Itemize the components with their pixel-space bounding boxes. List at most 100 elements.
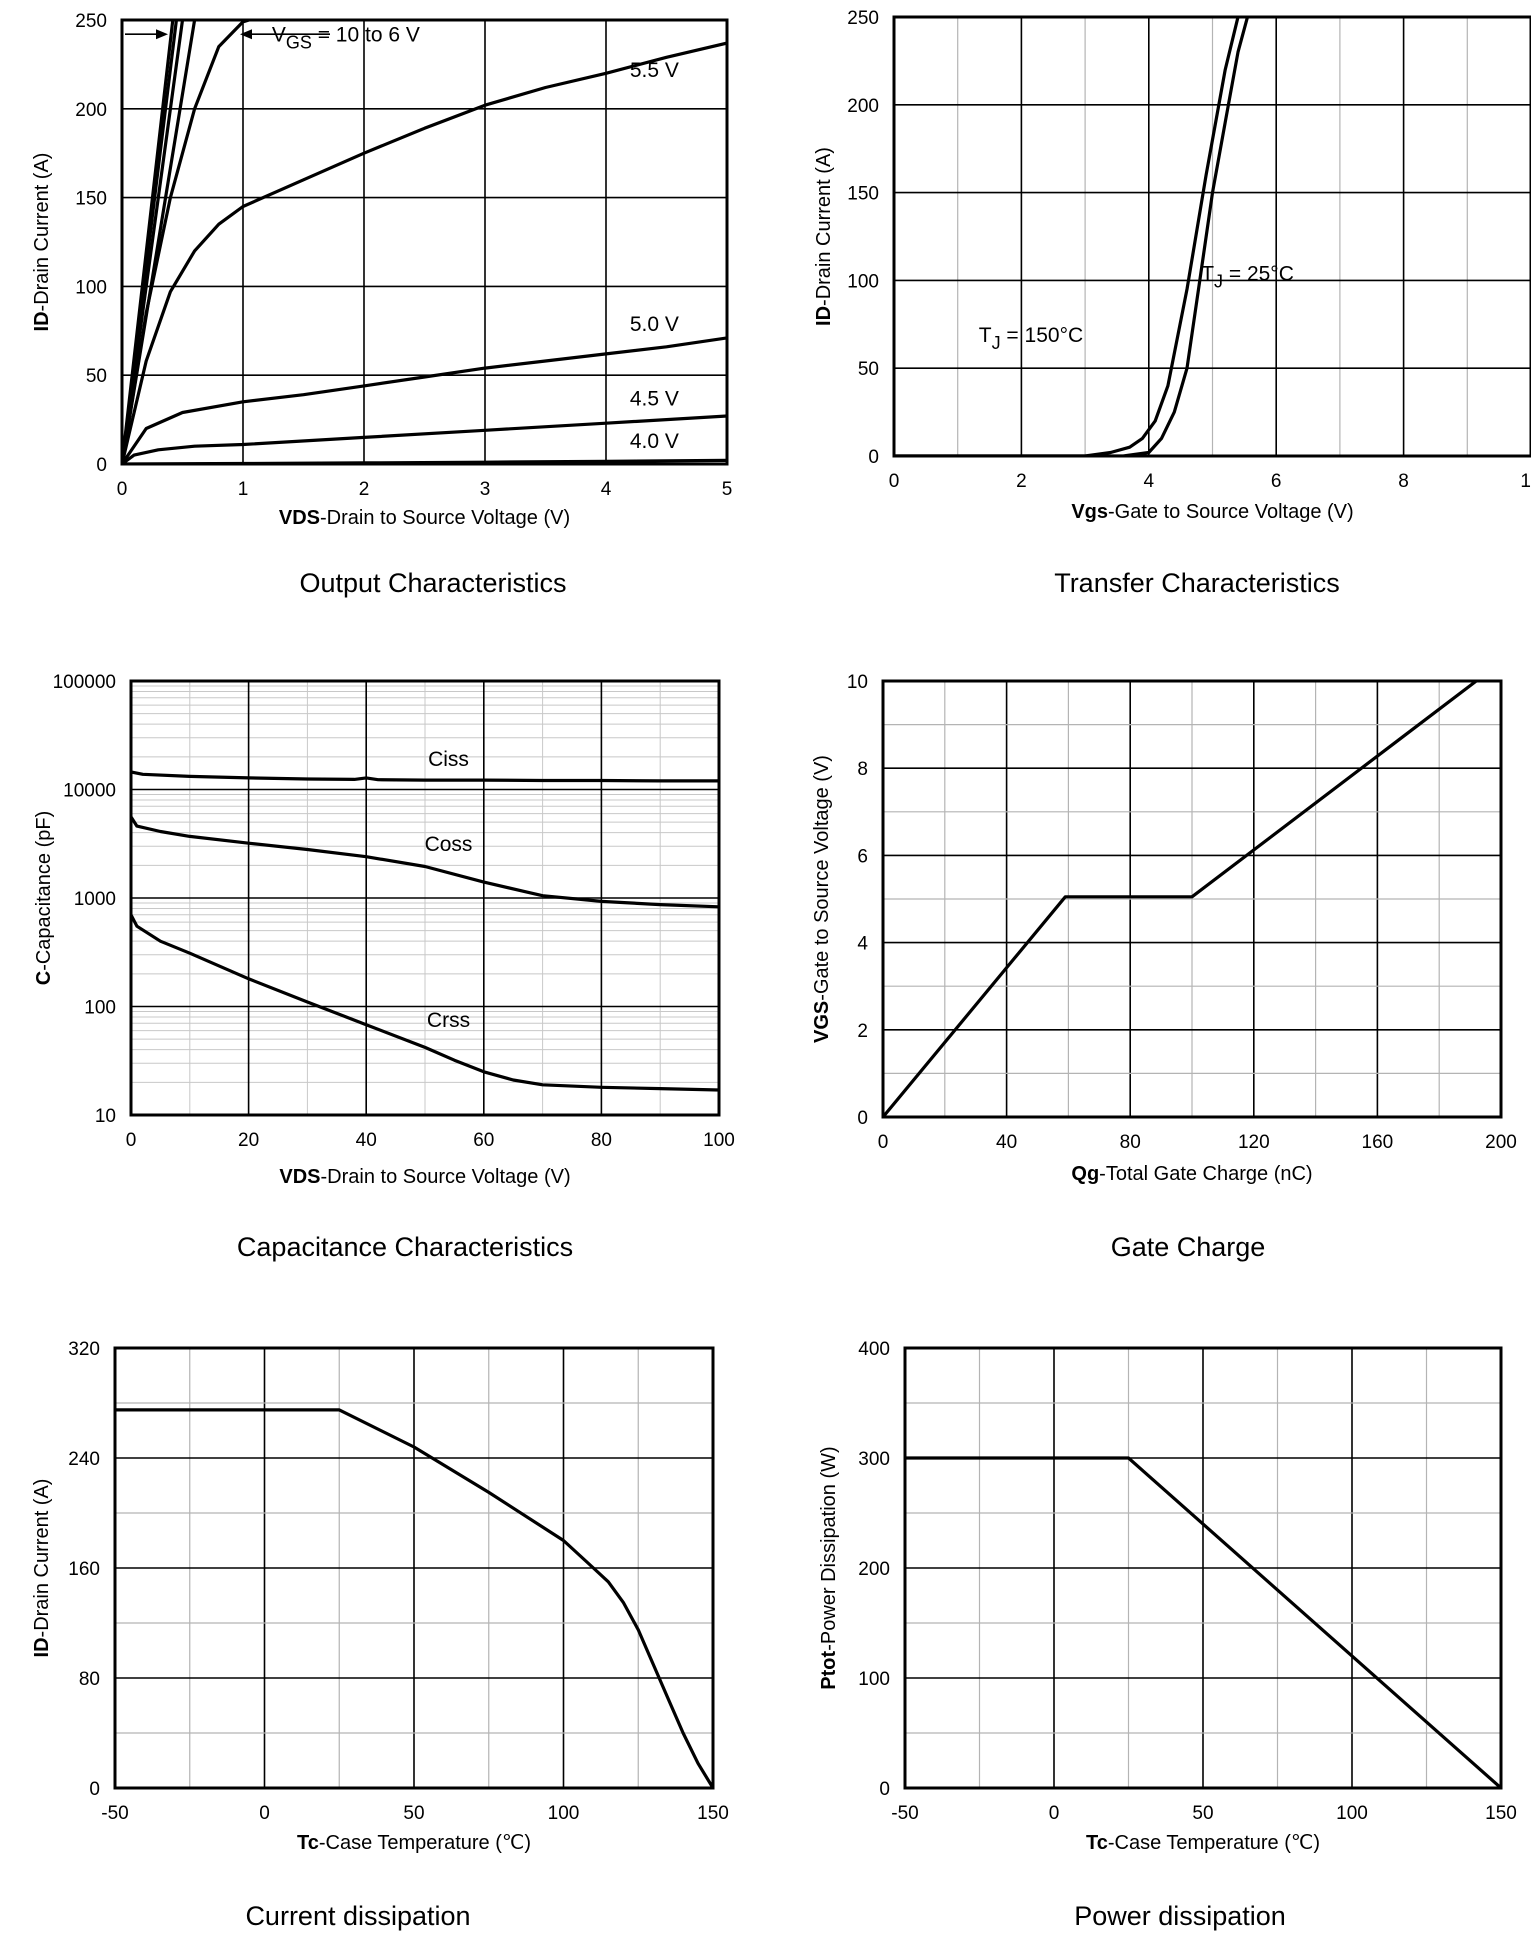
x-tick-label: 200: [1485, 1132, 1517, 1153]
x-axis-label-rest: -Case Temperature (℃): [1108, 1832, 1320, 1854]
series-line-tj-150-c: [894, 17, 1240, 456]
x-axis-label: Tc-Case Temperature (℃): [297, 1832, 531, 1854]
x-tick-label: 1: [238, 479, 249, 500]
y-tick-label: 100: [858, 1669, 890, 1690]
x-tick-label: 4: [601, 479, 612, 500]
x-tick-label: 100: [1336, 1803, 1368, 1824]
x-tick-label: 0: [126, 1130, 137, 1151]
series-group: [883, 681, 1478, 1117]
chart-capacitance: 0 20 40 60 80 100 10 100 1000 10000 100000 Ciss Coss…: [33, 672, 735, 1262]
y-tick-label: 10: [95, 1106, 116, 1127]
arrow-right-head: [240, 29, 252, 40]
series-line-ciss: [131, 770, 719, 783]
chart-title: Output Characteristics: [299, 568, 566, 598]
x-tick-label: 0: [1049, 1803, 1060, 1824]
chart-title: Capacitance Characteristics: [237, 1232, 573, 1262]
x-tick-label: 120: [1238, 1132, 1270, 1153]
series-group: [905, 1456, 1501, 1788]
y-tick-label: 320: [68, 1339, 100, 1360]
y-tick-label: 160: [68, 1559, 100, 1580]
y-tick-label: 150: [847, 184, 879, 205]
series-line-5-0-v: [122, 336, 727, 464]
x-axis-label: Vgs-Gate to Source Voltage (V): [1071, 501, 1353, 523]
x-tick-label: 0: [889, 471, 900, 492]
annotation-subscript: J: [1214, 271, 1223, 291]
x-tick-label: 40: [356, 1130, 377, 1151]
y-tick-label: 240: [68, 1449, 100, 1470]
y-axis-label: VGS-Gate to Source Voltage (V): [811, 755, 833, 1043]
annotation-label: TJ = 25°C: [1201, 262, 1294, 291]
y-tick-label: 300: [858, 1449, 890, 1470]
annotation-subscript: J: [992, 333, 1001, 353]
x-axis-label-rest: -Case Temperature (℃): [319, 1832, 531, 1854]
y-axis-label-bold: C: [33, 971, 55, 985]
annotation-label: 4.0 V: [630, 430, 679, 453]
chart-title: Gate Charge: [1111, 1232, 1266, 1262]
y-axis-label-bold: Ptot: [818, 1650, 840, 1689]
y-axis-label-rest: -Drain Current (A): [813, 147, 835, 306]
series-line-4-0-v: [122, 458, 727, 464]
y-tick-label: 0: [89, 1779, 100, 1800]
series-line-id: [115, 1408, 713, 1788]
series-group: [894, 17, 1250, 456]
chart-title: Power dissipation: [1074, 1901, 1286, 1931]
annotation-text: = 10 to 6 V: [312, 23, 420, 46]
y-tick-label: 150: [75, 189, 107, 210]
x-tick-label: 0: [878, 1132, 889, 1153]
plot-frame: [113, 1346, 715, 1790]
x-tick-label: 50: [1192, 1803, 1213, 1824]
y-tick-label: 6: [857, 846, 868, 867]
y-tick-label: 0: [857, 1108, 868, 1129]
y-tick-label: 100: [75, 277, 107, 298]
y-tick-label: 10: [847, 672, 868, 693]
y-axis-label-bold: ID: [813, 306, 835, 326]
annotation-symbol: T: [1201, 262, 1214, 285]
x-tick-label: 40: [996, 1132, 1017, 1153]
x-tick-label: 3: [480, 479, 491, 500]
x-axis-label-bold: Tc: [1086, 1832, 1108, 1854]
x-tick-label: 5: [722, 479, 733, 500]
annotation-text: = 150°C: [1001, 324, 1084, 347]
series-group: [115, 1408, 713, 1788]
y-tick-label: 10000: [63, 781, 116, 802]
plot-frame: [892, 15, 1531, 458]
annotation-label: Coss: [425, 833, 473, 856]
series-line-5-5-v: [122, 41, 727, 464]
x-axis-label: VDS-Drain to Source Voltage (V): [279, 507, 570, 529]
x-tick-label: 0: [259, 1803, 270, 1824]
annotation-label: TJ = 150°C: [979, 324, 1083, 353]
x-tick-label: 6: [1271, 471, 1282, 492]
y-tick-label: 1000: [74, 889, 116, 910]
series-line-vgs: [883, 681, 1478, 1117]
y-tick-label: 200: [75, 100, 107, 121]
x-axis-label-rest: -Gate to Source Voltage (V): [1108, 501, 1354, 523]
y-tick-label: 0: [96, 455, 107, 476]
annotation-label: 5.5 V: [630, 59, 679, 82]
y-tick-label: 2: [857, 1021, 868, 1042]
chart-transfer: 0246810050100150200250TJ = 150°CTJ = 25°…: [813, 8, 1531, 598]
x-tick-label: 2: [1016, 471, 1027, 492]
y-tick-label: 8: [857, 759, 868, 780]
chart-title: Current dissipation: [245, 1901, 470, 1931]
y-tick-label: 80: [79, 1669, 100, 1690]
y-axis-label-bold: ID: [31, 1637, 53, 1657]
series-line-coss: [131, 815, 719, 909]
x-axis-label-bold: VDS: [279, 1166, 320, 1188]
y-tick-label: 50: [858, 359, 879, 380]
y-tick-label: 0: [868, 447, 879, 468]
arrow-left-head: [156, 29, 168, 40]
x-tick-label: 8: [1398, 471, 1409, 492]
plot-frame: [881, 679, 1503, 1119]
y-tick-label: 250: [847, 8, 879, 29]
y-axis-label-rest: -Power Dissipation (W): [818, 1446, 840, 1650]
series-line-8-v: [122, 20, 185, 464]
y-axis-label: ID-Drain Current (A): [31, 153, 53, 332]
x-axis-label: Tc-Case Temperature (℃): [1086, 1832, 1320, 1854]
x-axis-label: Qg-Total Gate Charge (nC): [1071, 1163, 1312, 1185]
y-axis-label: C-Capacitance (pF): [33, 811, 55, 986]
annotation-label: Ciss: [428, 748, 469, 771]
y-tick-label: 100000: [53, 672, 116, 693]
